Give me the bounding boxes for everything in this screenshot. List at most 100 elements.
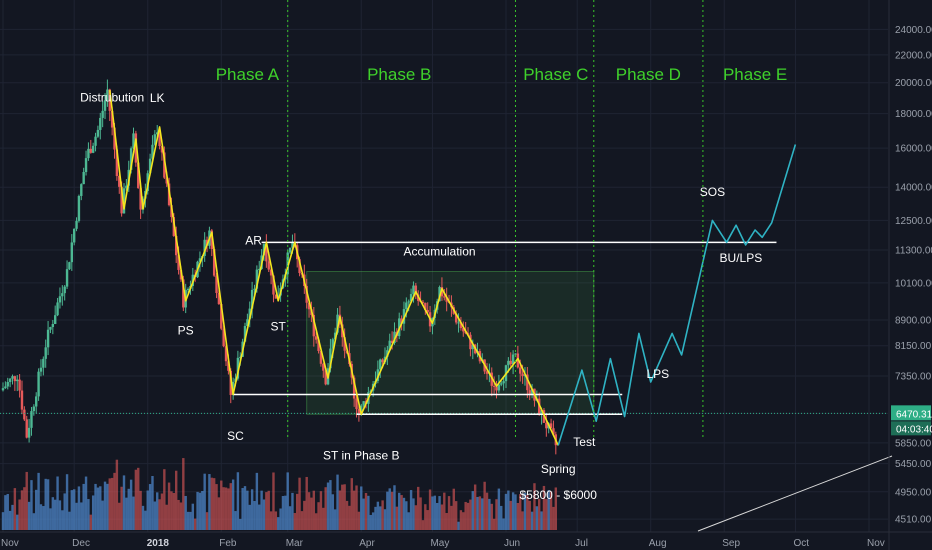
volume-bar: [165, 504, 168, 530]
volume-bar: [426, 510, 429, 530]
candle-body: [1, 388, 5, 391]
volume-bars: [1, 458, 558, 530]
price-axis[interactable]: 24000.00 22000.00 20000.00 18000.00 16000.00…: [888, 0, 932, 550]
y-tick-label: 20000.00: [895, 78, 932, 89]
candle-body: [80, 184, 83, 196]
volume-bar: [193, 518, 197, 530]
volume-bar: [298, 477, 301, 530]
annotation-lk: LK: [150, 91, 165, 105]
volume-bar: [329, 480, 332, 530]
volume-bar: [386, 491, 389, 530]
candle-body: [492, 385, 496, 387]
volume-bar: [538, 498, 541, 530]
y-tick-label: 8900.00: [895, 315, 932, 326]
candle-body: [56, 302, 59, 316]
candle-body: [20, 390, 24, 410]
volume-bar: [113, 472, 116, 530]
volume-bar: [519, 494, 522, 530]
volume-bar: [46, 479, 50, 530]
x-tick-label: Nov: [867, 538, 885, 549]
volume-bar: [345, 500, 349, 530]
volume-bar: [296, 493, 299, 530]
volume-bar: [438, 496, 441, 530]
candle-body: [445, 297, 448, 302]
volume-bar: [205, 512, 209, 530]
candle-body: [16, 379, 19, 382]
candle-body: [322, 363, 325, 371]
annotation-range-note: $5800 - $6000: [519, 488, 597, 502]
volume-bar: [27, 501, 31, 530]
volume-bar: [134, 469, 138, 530]
candle-body: [103, 100, 107, 111]
candle-body: [355, 398, 358, 410]
volume-bar: [234, 511, 237, 530]
volume-bar: [146, 490, 149, 530]
volume-bar: [412, 498, 415, 530]
time-axis[interactable]: Nov Dec 2018 Feb Mar Apr May Jun Jul Aug Sep Oct Nov: [0, 531, 932, 549]
annotation-st-phase-b: ST in Phase B: [323, 448, 400, 462]
volume-bar: [521, 511, 524, 530]
candle-body: [46, 329, 50, 348]
volume-bar: [326, 482, 330, 530]
candle-body: [272, 275, 275, 295]
candle-body: [30, 411, 33, 428]
volume-bar: [400, 495, 403, 530]
volume-bar: [203, 473, 206, 530]
candle-body: [329, 348, 332, 369]
volume-bar: [16, 514, 19, 530]
volume-bar: [314, 513, 318, 530]
volume-bar: [376, 501, 380, 530]
volume-bar: [170, 491, 173, 530]
candle-body: [336, 314, 339, 333]
x-tick-label: 2018: [147, 538, 170, 549]
trend-line: [697, 455, 893, 532]
volume-bar: [160, 493, 164, 530]
candle-body: [319, 350, 323, 364]
projection-line: [557, 144, 797, 446]
volume-bar: [443, 492, 446, 530]
volume-bar: [407, 512, 410, 530]
volume-bar: [485, 492, 489, 530]
candle-body: [305, 286, 308, 303]
annotation-distribution: Distrubution: [80, 91, 144, 105]
volume-bar: [293, 513, 297, 530]
volume-bar: [158, 499, 161, 530]
volume-bar: [196, 491, 199, 530]
volume-bar: [452, 488, 455, 530]
volume-bar: [509, 500, 512, 530]
volume-bar: [84, 476, 88, 530]
candle-body: [307, 302, 311, 310]
volume-bar: [224, 487, 228, 530]
volume-bar: [246, 490, 249, 530]
candle-body: [101, 110, 104, 118]
candle-body: [175, 235, 178, 256]
volume-bar: [23, 487, 26, 530]
candle-body: [507, 360, 510, 366]
volume-bar: [402, 497, 406, 530]
volume-bar: [20, 490, 24, 530]
candle-body: [438, 287, 441, 302]
volume-bar: [381, 500, 384, 530]
volume-bar: [272, 472, 275, 530]
candle-body: [217, 292, 221, 305]
volume-bar: [255, 472, 259, 530]
candle-body: [511, 354, 515, 365]
volume-bar: [148, 484, 152, 530]
volume-bar: [504, 493, 508, 530]
volume-bar: [440, 504, 444, 530]
candle-body: [125, 185, 128, 189]
phase-label: Phase B: [367, 65, 431, 84]
x-tick-label: Nov: [1, 538, 19, 549]
annotation-bu-lps: BU/LPS: [720, 251, 763, 265]
volume-bar: [473, 484, 477, 530]
volume-bar: [186, 511, 190, 530]
candle-body: [42, 358, 45, 368]
candle-body: [53, 315, 57, 324]
volume-bar: [198, 492, 202, 530]
candle-body: [122, 188, 126, 214]
candle-body: [333, 332, 337, 340]
volume-bar: [428, 489, 432, 530]
volume-bar: [554, 487, 558, 530]
candle-body: [317, 339, 320, 351]
